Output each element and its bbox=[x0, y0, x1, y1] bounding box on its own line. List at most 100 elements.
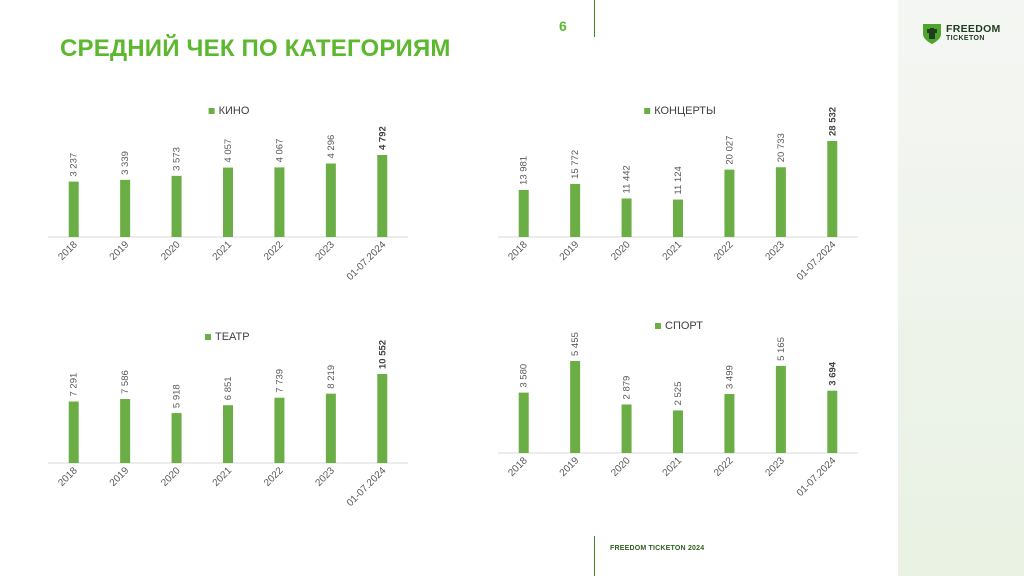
bar bbox=[171, 413, 182, 463]
top-divider bbox=[594, 0, 595, 37]
bottom-divider bbox=[594, 536, 595, 576]
data-label: 15 772 bbox=[570, 150, 581, 179]
bar bbox=[673, 199, 683, 237]
data-label: 5 918 bbox=[172, 384, 183, 408]
legend-label: СПОРТ bbox=[665, 320, 703, 332]
x-tick-label: 2023 bbox=[763, 239, 787, 263]
x-tick-label: 2023 bbox=[763, 455, 787, 479]
bar bbox=[223, 167, 233, 237]
page-number: 6 bbox=[559, 18, 567, 34]
bar bbox=[570, 361, 581, 453]
data-label: 3 694 bbox=[827, 361, 838, 385]
chart-concerts-svg: КОНЦЕРТЫ 13 981 2018 15 772 2019 11 442 2020 11… bbox=[498, 105, 858, 283]
data-label: 3 237 bbox=[69, 153, 80, 177]
bar bbox=[171, 175, 182, 237]
bar bbox=[120, 179, 131, 237]
data-label: 7 291 bbox=[69, 373, 80, 397]
bar bbox=[325, 393, 336, 463]
data-label: 3 573 bbox=[172, 147, 183, 171]
bar bbox=[274, 167, 285, 237]
x-tick-label: 01-07.2024 bbox=[795, 239, 839, 283]
x-tick-label: 2019 bbox=[558, 239, 582, 263]
chart-theatre: ТЕАТР 7 291 2018 7 586 2019 5 918 2020 6 851 202… bbox=[40, 325, 420, 525]
data-label: 7 739 bbox=[274, 369, 285, 393]
shield-logo-icon bbox=[923, 24, 941, 44]
x-tick-label: 2020 bbox=[159, 239, 183, 263]
x-tick-label: 2018 bbox=[56, 239, 80, 263]
x-tick-label: 2022 bbox=[262, 239, 286, 263]
bar bbox=[325, 163, 336, 237]
x-tick-label: 2023 bbox=[313, 465, 337, 489]
legend-swatch bbox=[208, 108, 215, 114]
legend-swatch bbox=[205, 334, 211, 340]
data-label: 10 552 bbox=[377, 340, 388, 369]
x-tick-label: 01-07.2024 bbox=[345, 239, 389, 283]
freedom-ticketon-logo: FREEDOM TICKETON bbox=[922, 23, 1002, 45]
chart-sport: СПОРТ 3 580 2018 5 455 2019 2 879 2020 2 525 202… bbox=[490, 318, 870, 528]
data-label: 20 027 bbox=[724, 136, 735, 165]
data-label: 2 879 bbox=[622, 376, 633, 400]
bar bbox=[775, 365, 786, 453]
x-tick-label: 2023 bbox=[313, 239, 337, 263]
bar bbox=[724, 169, 735, 237]
chart-sport-svg: СПОРТ 3 580 2018 5 455 2019 2 879 2020 2 525 202… bbox=[498, 320, 858, 499]
data-label: 3 339 bbox=[120, 151, 131, 175]
footer-text: FREEDOM TICKETON 2024 bbox=[610, 545, 705, 552]
bar bbox=[827, 141, 838, 237]
chart-concerts: КОНЦЕРТЫ 13 981 2018 15 772 2019 11 442 2020 11… bbox=[490, 100, 870, 300]
x-tick-label: 2020 bbox=[609, 455, 633, 479]
bar bbox=[377, 374, 388, 463]
bar bbox=[673, 410, 683, 453]
data-label: 6 851 bbox=[223, 376, 234, 400]
data-label: 4 067 bbox=[274, 139, 285, 163]
data-label: 2 525 bbox=[673, 382, 684, 406]
bar bbox=[377, 155, 388, 237]
x-tick-label: 2022 bbox=[712, 455, 736, 479]
x-tick-label: 2018 bbox=[56, 465, 80, 489]
bar bbox=[518, 392, 529, 453]
x-tick-label: 2020 bbox=[609, 239, 633, 263]
data-label: 8 219 bbox=[326, 365, 337, 389]
x-tick-label: 2018 bbox=[506, 455, 530, 479]
x-tick-label: 2021 bbox=[211, 465, 235, 489]
data-label: 3 580 bbox=[519, 364, 530, 388]
logo-text-freedom: FREEDOM bbox=[946, 23, 1001, 35]
legend-label: КИНО bbox=[219, 105, 250, 117]
legend-label: КОНЦЕРТЫ bbox=[654, 105, 716, 117]
data-label: 4 296 bbox=[326, 135, 337, 159]
legend-swatch bbox=[655, 323, 661, 329]
data-label: 5 165 bbox=[776, 337, 787, 361]
bar bbox=[68, 401, 79, 463]
data-label: 4 792 bbox=[377, 126, 388, 150]
x-tick-label: 01-07.2024 bbox=[795, 455, 839, 499]
x-tick-label: 2021 bbox=[211, 239, 235, 263]
data-label: 4 057 bbox=[223, 139, 234, 163]
x-tick-label: 2021 bbox=[661, 239, 685, 263]
chart-kino: КИНО 3 237 2018 3 339 2019 3 573 2020 4 057 2021… bbox=[40, 100, 420, 290]
right-side-panel bbox=[898, 0, 1024, 576]
data-label: 3 499 bbox=[724, 365, 735, 389]
x-tick-label: 2020 bbox=[159, 465, 183, 489]
bar bbox=[120, 399, 131, 463]
bar bbox=[223, 405, 233, 463]
bar bbox=[570, 183, 581, 237]
chart-theatre-svg: ТЕАТР 7 291 2018 7 586 2019 5 918 2020 6 851 202… bbox=[48, 331, 408, 509]
bar bbox=[621, 198, 632, 237]
x-tick-label: 01-07.2024 bbox=[345, 465, 389, 509]
bar bbox=[724, 393, 735, 453]
bar bbox=[827, 390, 838, 453]
data-label: 28 532 bbox=[827, 107, 838, 136]
logo-text-ticketon: TICKETON bbox=[946, 35, 985, 42]
data-label: 20 733 bbox=[776, 133, 787, 162]
legend-swatch bbox=[644, 108, 651, 114]
bar bbox=[274, 397, 285, 463]
bar bbox=[775, 167, 786, 237]
bar bbox=[518, 189, 529, 237]
bar bbox=[621, 404, 632, 453]
x-tick-label: 2022 bbox=[712, 239, 736, 263]
data-label: 7 586 bbox=[120, 370, 131, 394]
data-label: 5 455 bbox=[570, 332, 581, 356]
page-title: СРЕДНИЙ ЧЕК ПО КАТЕГОРИЯМ bbox=[60, 35, 451, 62]
x-tick-label: 2021 bbox=[661, 455, 685, 479]
data-label: 13 981 bbox=[519, 156, 530, 185]
